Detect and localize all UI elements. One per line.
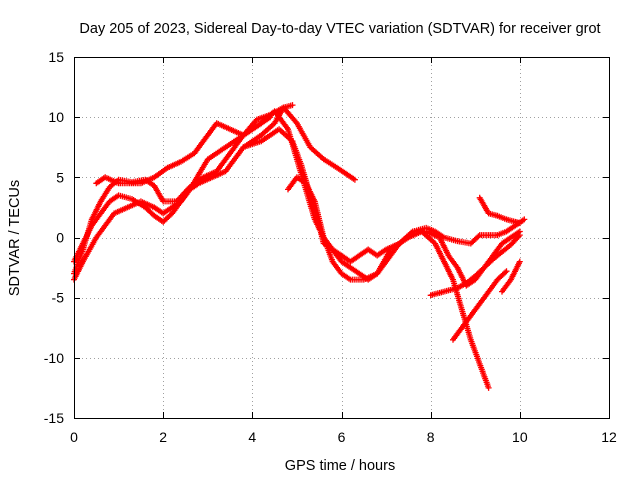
series-track — [71, 114, 274, 277]
data-point — [521, 216, 528, 223]
x-tick-label: 8 — [427, 429, 435, 445]
data-point — [485, 384, 492, 391]
data-point — [502, 269, 509, 276]
chart-title: Day 205 of 2023, Sidereal Day-to-day VTE… — [79, 21, 600, 37]
data-point — [503, 268, 510, 275]
data-points — [71, 102, 528, 391]
data-point — [351, 176, 358, 183]
x-tick-label: 0 — [70, 429, 78, 445]
grid-lines — [74, 57, 609, 418]
x-tick-label: 6 — [338, 429, 346, 445]
y-tick-label: 10 — [48, 109, 64, 125]
series-track — [285, 174, 492, 391]
series-track — [476, 194, 523, 227]
y-tick-label: 0 — [56, 230, 64, 246]
y-tick-label: 5 — [56, 169, 64, 185]
x-tick-label: 4 — [248, 429, 256, 445]
y-tick-labels: -15 -10 -5 0 5 10 15 — [44, 49, 64, 426]
data-point — [516, 258, 523, 265]
y-tick-label: -10 — [44, 350, 64, 366]
x-tick-labels: 0 2 4 6 8 10 12 — [70, 429, 617, 445]
y-axis-label: SDTVAR / TECUs — [7, 180, 23, 296]
y-tick-label: -15 — [44, 410, 64, 426]
series-track — [71, 104, 358, 265]
series-track — [427, 232, 523, 299]
data-point — [516, 232, 523, 239]
axis-ticks — [74, 57, 610, 419]
y-tick-label: 15 — [48, 49, 64, 65]
x-tick-label: 2 — [159, 429, 167, 445]
series-track — [71, 102, 296, 283]
data-point — [475, 233, 482, 240]
series-track — [499, 258, 523, 295]
x-tick-label: 10 — [512, 429, 528, 445]
x-axis-label: GPS time / hours — [285, 458, 395, 474]
series-track — [450, 268, 510, 343]
x-tick-label: 12 — [601, 429, 617, 445]
data-point — [516, 220, 523, 227]
y-tick-label: -5 — [52, 290, 65, 306]
data-point — [289, 102, 296, 109]
